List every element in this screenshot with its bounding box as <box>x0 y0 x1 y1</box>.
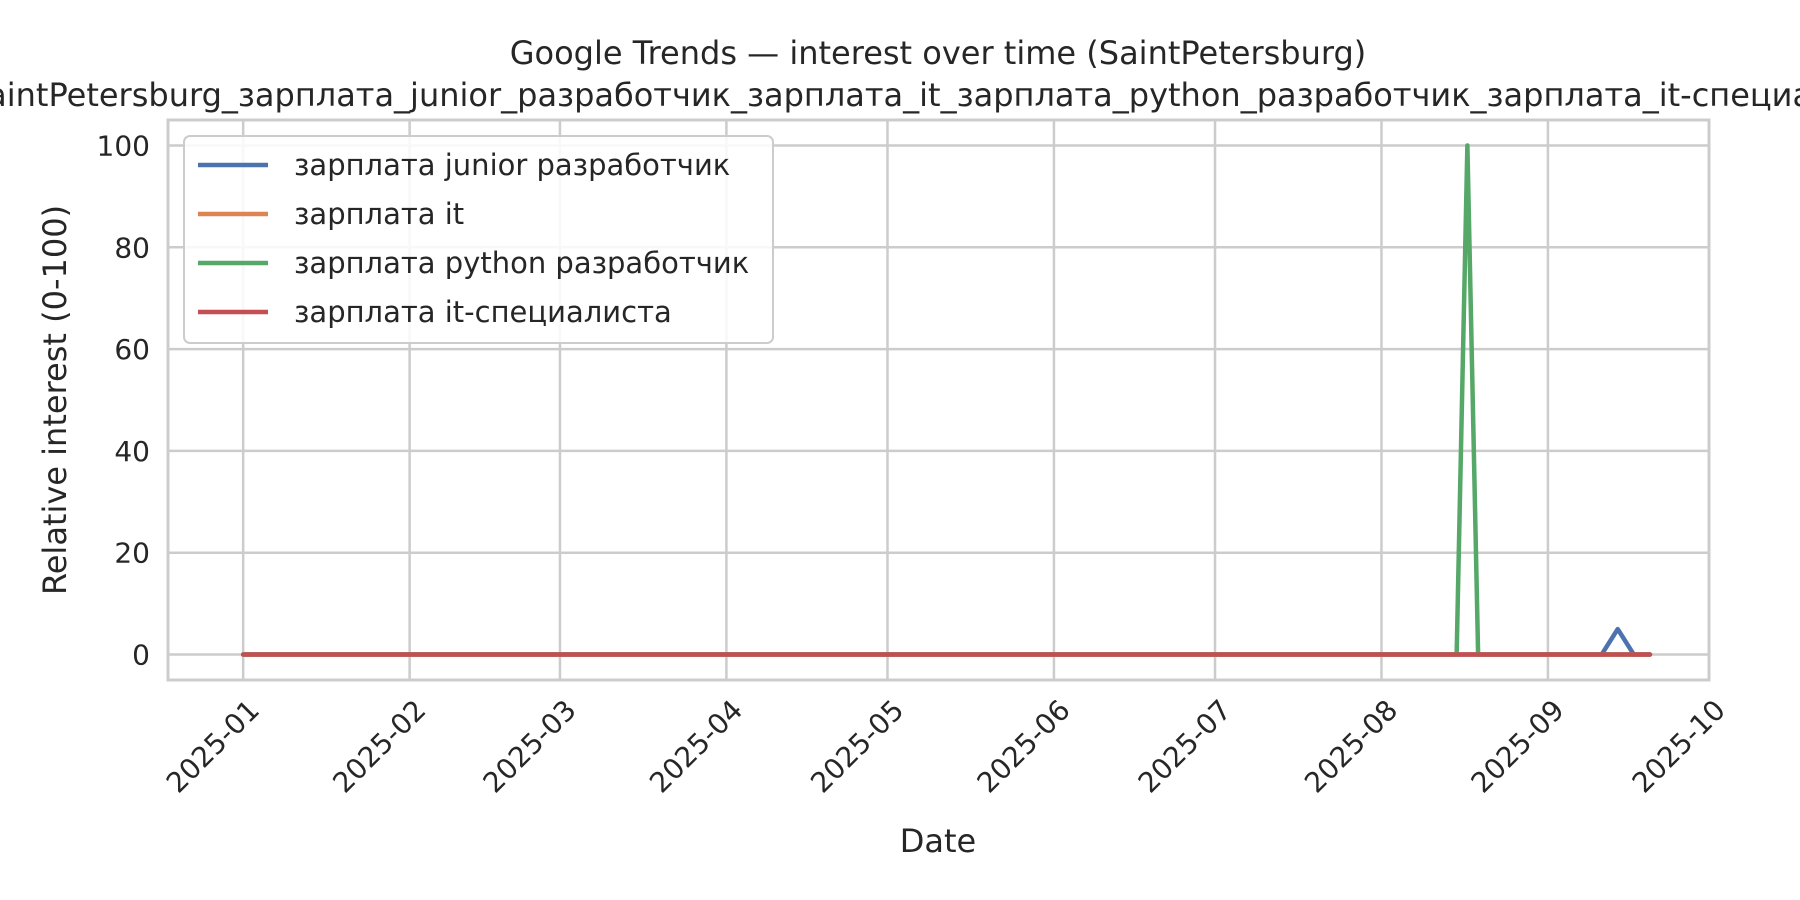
x-tick-label: 2025-08 <box>1298 693 1404 799</box>
series-layer <box>240 143 1653 657</box>
x-tick-labels: 2025-01 2025-02 2025-03 2025-04 2025-05 2025-… <box>160 693 1732 799</box>
legend-item: зарплата python разработчик <box>198 246 749 280</box>
legend-item: зарплата it <box>198 197 464 231</box>
x-tick-label: 2025-01 <box>160 693 266 799</box>
x-tick-label: 2025-03 <box>477 693 583 799</box>
y-tick-label: 100 <box>97 129 150 162</box>
x-tick-label: 2025-06 <box>971 693 1077 799</box>
legend-item: зарплата junior разработчик <box>198 148 730 182</box>
plot-frame <box>166 118 1711 682</box>
x-tick-label: 2025-02 <box>326 693 432 799</box>
legend-box <box>183 135 774 344</box>
x-tick-label: 2025-04 <box>643 693 749 799</box>
y-tick-labels: 0 20 40 60 80 100 <box>97 129 150 671</box>
y-tick-label: 80 <box>114 231 150 264</box>
legend-label: зарплата python разработчик <box>294 246 749 280</box>
x-tick-label: 2025-05 <box>804 693 910 799</box>
chart-subtitle: SaintPetersburg_зарплата_junior_разработ… <box>0 76 1800 114</box>
legend-label: зарплата it-специалиста <box>294 295 672 329</box>
legend-entries: зарплата junior разработчик зарплата it за… <box>198 148 749 329</box>
y-tick-label: 40 <box>114 435 150 468</box>
x-tick-label: 2025-07 <box>1132 693 1238 799</box>
legend-item: зарплата it-специалиста <box>198 295 672 329</box>
y-tick-label: 0 <box>132 639 150 672</box>
y-axis-label: Relative interest (0-100) <box>36 205 74 595</box>
chart-title: Google Trends — interest over time (Sain… <box>510 34 1367 72</box>
x-tick-label: 2025-09 <box>1465 693 1571 799</box>
y-tick-label: 60 <box>114 333 150 366</box>
legend-label: зарплата junior разработчик <box>294 148 730 182</box>
y-tick-label: 20 <box>114 537 150 570</box>
legend: зарплата junior разработчик зарплата it за… <box>183 135 774 344</box>
x-tick-label: 2025-10 <box>1626 693 1732 799</box>
x-axis-label: Date <box>900 822 976 860</box>
legend-label: зарплата it <box>294 197 464 231</box>
